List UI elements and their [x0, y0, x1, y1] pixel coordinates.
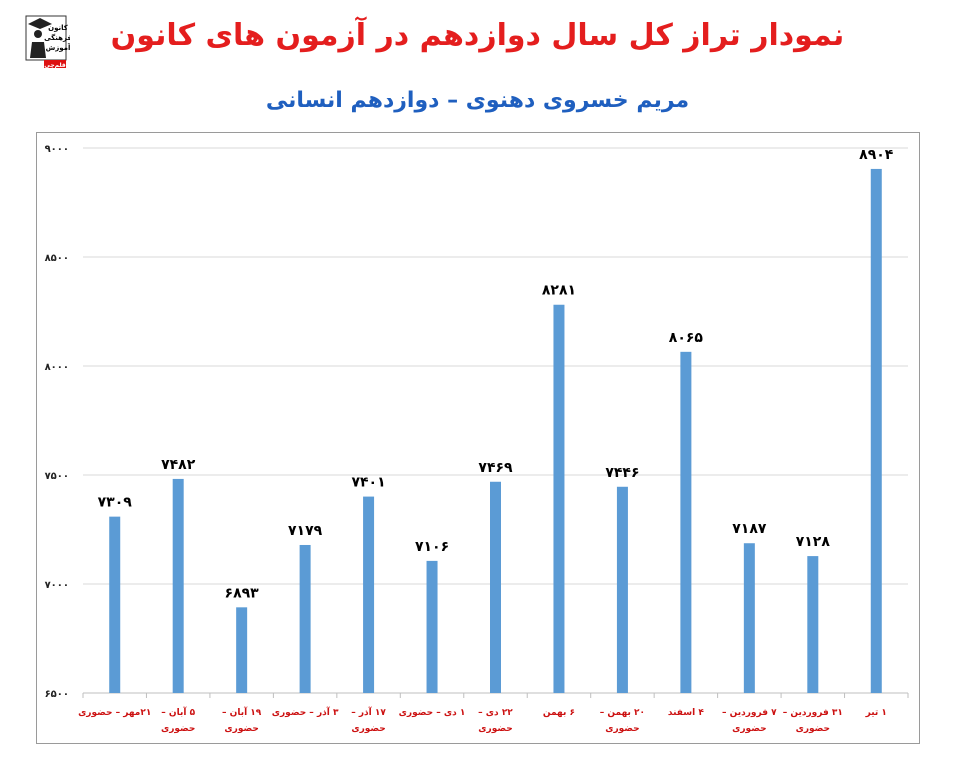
chart-title: نمودار تراز کل سال دوازدهم در آزمون های …: [110, 18, 845, 53]
bar: [743, 543, 755, 693]
chart-subtitle: مریم خسروی دهنوی – دوازدهم انسانی: [265, 88, 690, 113]
logo-badge: قلم‌چی: [44, 62, 66, 69]
x-tick-label: ۷ فروردین –: [722, 708, 777, 718]
y-tick-label: ۸۰۰۰: [45, 362, 69, 373]
data-label: ۷۱۸۷: [732, 521, 767, 537]
y-tick-label: ۷۵۰۰: [45, 471, 69, 482]
bar: [616, 486, 628, 693]
x-tick-label: ۶ بهمن: [543, 708, 575, 718]
x-tick-label: ۱ تیر: [865, 708, 887, 718]
y-tick-label: ۸۵۰۰: [45, 253, 69, 264]
x-tick-label: ۳ آذر – حضوری: [272, 706, 339, 718]
data-label: ۶۸۹۳: [225, 585, 260, 601]
bar: [299, 544, 311, 693]
logo-line-3: آموزش: [46, 43, 70, 52]
bar: [870, 168, 882, 694]
x-tick-label: ۱۷ آذر –: [351, 706, 386, 718]
chart-frame: [36, 132, 920, 744]
data-label: ۷۴۸۲: [161, 457, 196, 473]
bar: [109, 516, 121, 693]
kanoon-logo: کانون فرهنگی آموزش قلم‌چی: [25, 15, 70, 69]
x-tick-label: ۴ اسفند: [668, 708, 704, 718]
bar: [172, 478, 184, 693]
data-label: ۸۹۰۴: [859, 147, 894, 163]
data-label: ۷۴۶۹: [478, 460, 513, 476]
x-tick-label: حضوری: [796, 724, 830, 734]
x-tick-label: ۱۹ آبان –: [222, 706, 262, 718]
bar: [553, 304, 565, 693]
y-tick-label: ۶۵۰۰: [45, 689, 69, 700]
x-tick-label: ۳۱ فروردین –: [783, 708, 843, 718]
x-tick-label: حضوری: [161, 724, 195, 734]
bar: [490, 481, 501, 693]
data-label: ۷۱۲۸: [796, 534, 831, 550]
data-label: ۷۱۷۹: [288, 523, 323, 539]
x-tick-label: حضوری: [351, 724, 385, 734]
data-label: ۸۰۶۵: [669, 330, 704, 346]
data-label: ۷۳۰۹: [98, 495, 133, 511]
x-tick-label: حضوری: [605, 724, 639, 734]
data-label: ۷۴۰۱: [351, 475, 385, 491]
bar: [426, 560, 438, 693]
x-tick-label: ۲۱مهر – حضوری: [78, 708, 151, 718]
bar: [363, 496, 375, 693]
x-tick-label: ۲۰ بهمن –: [600, 708, 645, 718]
y-tick-label: ۷۰۰۰: [45, 580, 69, 591]
x-tick-label: ۱ دی – حضوری: [399, 708, 466, 718]
bar: [680, 351, 692, 693]
x-tick-label: حضوری: [732, 724, 766, 734]
bar: [807, 556, 819, 693]
data-label: ۸۲۸۱: [542, 283, 576, 299]
logo-line-1: کانون: [48, 24, 69, 32]
x-tick-label: ۲۲ دی –: [478, 708, 513, 718]
x-tick-label: ۵ آبان –: [161, 706, 195, 718]
data-label: ۷۴۴۶: [605, 465, 639, 481]
x-tick-label: حضوری: [478, 724, 512, 734]
y-tick-label: ۹۰۰۰: [45, 144, 69, 155]
data-label: ۷۱۰۶: [415, 539, 449, 555]
bar: [236, 607, 248, 693]
x-tick-label: حضوری: [224, 724, 258, 734]
logo-line-2: فرهنگی: [44, 33, 70, 42]
